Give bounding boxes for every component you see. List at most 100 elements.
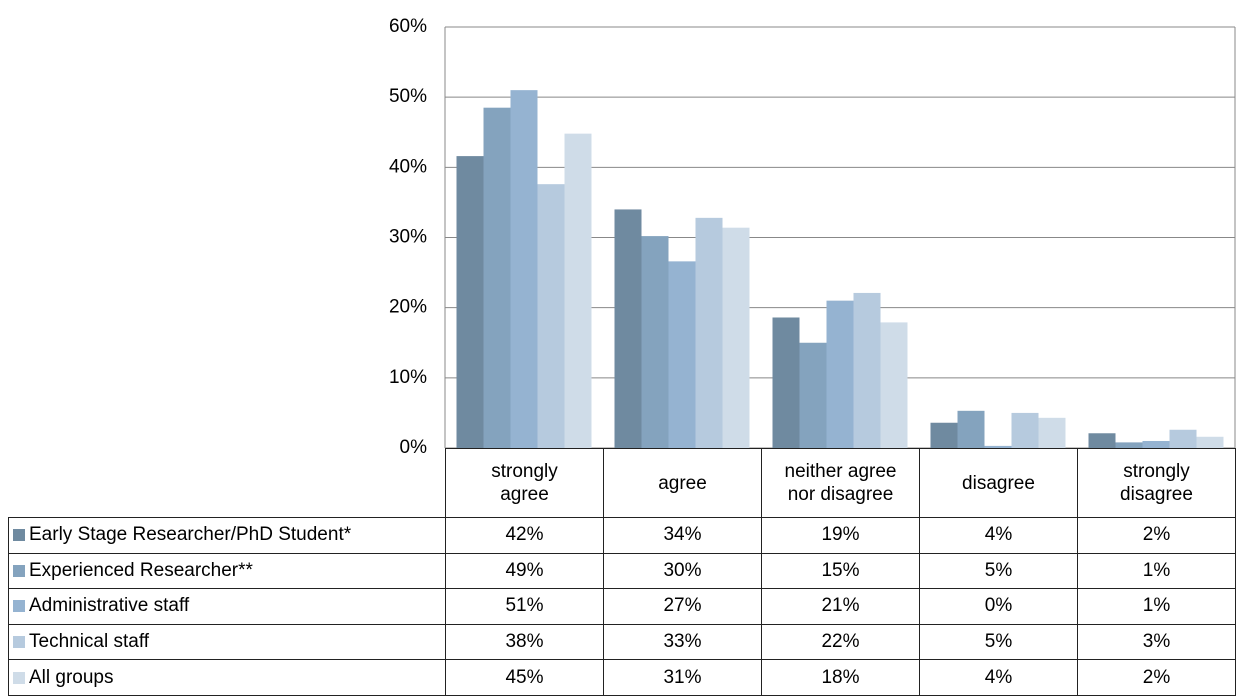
table-cell: 33% (603, 623, 762, 661)
bar (695, 217, 723, 448)
table-cell: 22% (761, 623, 920, 661)
bar (456, 156, 484, 448)
value-label: 1% (1142, 595, 1171, 617)
value-label: 0% (984, 595, 1013, 617)
table-cell: 1% (1077, 588, 1236, 625)
value-label: 5% (984, 631, 1013, 653)
table-cell: 19% (761, 517, 920, 554)
value-label: 34% (663, 524, 702, 546)
legend-label: Technical staff (29, 631, 150, 653)
value-label: 30% (663, 559, 702, 581)
legend-swatch (13, 529, 25, 542)
value-label: 42% (505, 524, 544, 546)
table-cell: 45% (445, 659, 604, 696)
legend-entry: Administrative staff (8, 588, 446, 625)
bar (930, 422, 958, 448)
y-tick-label: 30% (389, 227, 427, 248)
value-label: 1% (1142, 559, 1171, 581)
y-tick-label: 40% (389, 156, 427, 177)
table-cell: 38% (445, 623, 604, 661)
category-label: neither agree nor disagree (784, 461, 897, 505)
x-tick-label: strongly disagree (1077, 448, 1236, 518)
value-label: 33% (663, 631, 702, 653)
x-tick-label: strongly agree (445, 448, 604, 518)
bar (880, 322, 908, 448)
value-label: 38% (505, 631, 544, 653)
legend-entry: Early Stage Researcher/PhD Student* (8, 517, 446, 554)
legend-entry: Experienced Researcher** (8, 552, 446, 590)
bar (1088, 433, 1116, 448)
bar (483, 107, 511, 449)
table-cell: 5% (919, 552, 1078, 590)
bar (799, 342, 827, 448)
value-label: 15% (821, 559, 860, 581)
bar (1115, 442, 1143, 448)
bar (614, 209, 642, 448)
value-label: 3% (1142, 631, 1171, 653)
value-label: 21% (821, 595, 860, 617)
table-cell: 30% (603, 552, 762, 590)
value-label: 49% (505, 559, 544, 581)
bar (984, 445, 1012, 448)
table-cell: 31% (603, 659, 762, 696)
table-cell: 21% (761, 588, 920, 625)
bar (668, 261, 696, 448)
bar (957, 410, 985, 448)
bar (772, 317, 800, 448)
table-cell: 18% (761, 659, 920, 696)
legend-label: Early Stage Researcher/PhD Student* (29, 524, 352, 546)
value-label: 2% (1142, 524, 1171, 546)
table-cell: 51% (445, 588, 604, 625)
value-label: 19% (821, 524, 860, 546)
bar (722, 227, 750, 448)
table-cell: 4% (919, 517, 1078, 554)
category-label: agree (658, 472, 707, 494)
legend-label: All groups (29, 666, 114, 688)
value-label: 4% (984, 524, 1013, 546)
value-label: 4% (984, 666, 1013, 688)
value-label: 45% (505, 666, 544, 688)
table-cell: 49% (445, 552, 604, 590)
y-tick-label: 10% (389, 367, 427, 388)
value-label: 31% (663, 666, 702, 688)
x-tick-label: disagree (919, 448, 1078, 518)
legend-swatch (13, 564, 25, 577)
bar (1169, 429, 1197, 448)
bar (1142, 440, 1170, 448)
category-label: strongly agree (491, 461, 558, 505)
value-label: 18% (821, 666, 860, 688)
bar (510, 90, 538, 449)
table-cell: 2% (1077, 659, 1236, 696)
value-label: 22% (821, 631, 860, 653)
value-label: 2% (1142, 666, 1171, 688)
legend-swatch (13, 600, 25, 613)
table-cell: 4% (919, 659, 1078, 696)
y-tick-label: 50% (389, 86, 427, 107)
legend-entry: All groups (8, 659, 446, 696)
table-cell: 27% (603, 588, 762, 625)
bar (537, 184, 565, 448)
legend-swatch (13, 636, 25, 649)
table-cell: 2% (1077, 517, 1236, 554)
legend-swatch (13, 671, 25, 684)
x-tick-label: neither agree nor disagree (761, 448, 920, 518)
value-label: 27% (663, 595, 702, 617)
value-label: 5% (984, 559, 1013, 581)
bar (1196, 436, 1224, 448)
bar (641, 236, 669, 448)
y-tick-label: 0% (400, 437, 428, 458)
table-cell: 0% (919, 588, 1078, 625)
category-label: strongly disagree (1120, 461, 1193, 505)
bar (1038, 417, 1066, 448)
legend-label: Administrative staff (29, 595, 190, 617)
bar (1011, 412, 1039, 448)
table-cell: 1% (1077, 552, 1236, 590)
bar (826, 300, 854, 448)
table-cell: 5% (919, 623, 1078, 661)
category-label: disagree (962, 472, 1035, 494)
table-cell: 15% (761, 552, 920, 590)
bar (853, 292, 881, 448)
y-tick-label: 20% (389, 297, 427, 318)
